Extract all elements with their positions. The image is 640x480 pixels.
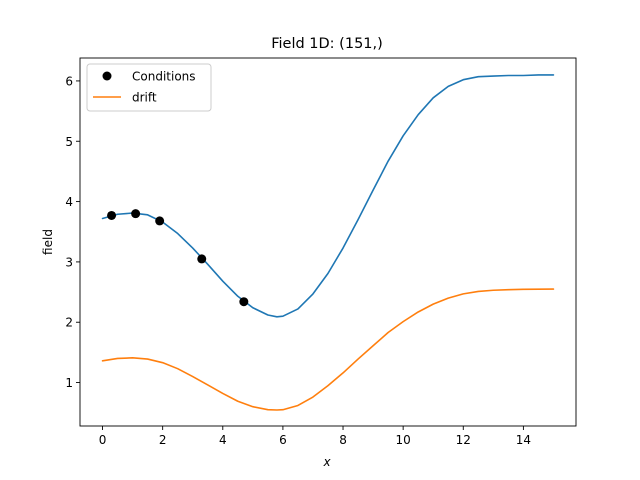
y-tick-label-5: 5 (65, 135, 73, 149)
x-tick-label-0: 0 (99, 433, 107, 447)
axes-frame (79, 57, 577, 427)
data-point-conditions-5 (239, 297, 249, 307)
chart-title: Field 1D: (151,) (271, 36, 383, 52)
data-point-conditions-4 (197, 254, 207, 264)
x-axis-label: x (322, 455, 331, 469)
y-tick-label-4: 4 (65, 195, 73, 209)
series-line-drift (101, 288, 555, 411)
legend-label-conditions: Conditions (132, 70, 196, 84)
data-point-conditions-2 (131, 209, 141, 219)
x-tick-label-14: 14 (516, 433, 531, 447)
x-tick-label-10: 10 (396, 433, 411, 447)
y-axis-label: field (41, 229, 55, 255)
x-tick-label-6: 6 (279, 433, 287, 447)
y-axis: 1 2 3 4 5 6 (65, 74, 80, 390)
data-point-conditions-1 (107, 210, 117, 220)
plot-area (79, 57, 577, 427)
y-tick-label-3: 3 (65, 255, 73, 269)
y-tick-label-1: 1 (65, 376, 73, 390)
y-tick-label-2: 2 (65, 316, 73, 330)
data-point-conditions-3 (155, 216, 165, 226)
x-tick-label-12: 12 (456, 433, 471, 447)
legend-label-drift: drift (132, 91, 157, 105)
legend-box (86, 63, 212, 112)
x-tick-label-2: 2 (159, 433, 167, 447)
x-axis: 0 2 4 6 8 10 12 14 (99, 426, 531, 447)
legend: Conditions drift (86, 63, 212, 112)
x-tick-label-8: 8 (339, 433, 347, 447)
series-line-series-1 (101, 74, 555, 318)
legend-marker-conditions (102, 71, 112, 81)
series-layer (101, 74, 555, 411)
x-tick-label-4: 4 (219, 433, 227, 447)
y-tick-label-6: 6 (65, 74, 73, 88)
